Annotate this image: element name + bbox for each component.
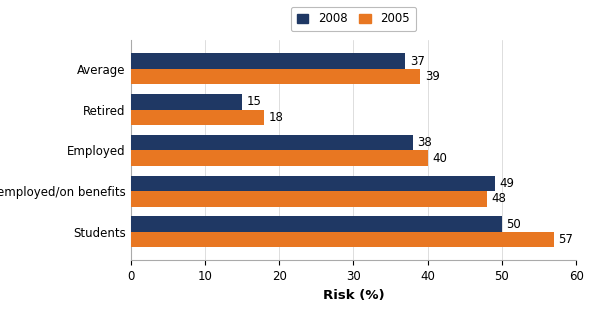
Bar — [131, 94, 242, 110]
Bar — [131, 191, 487, 206]
Text: 57: 57 — [558, 233, 573, 246]
Text: 18: 18 — [268, 111, 284, 124]
Text: 48: 48 — [491, 192, 507, 205]
X-axis label: Risk (%): Risk (%) — [323, 289, 384, 302]
Bar — [131, 69, 420, 84]
Legend: 2008, 2005: 2008, 2005 — [290, 7, 416, 31]
Text: 49: 49 — [499, 177, 514, 190]
Text: 15: 15 — [247, 95, 261, 108]
Text: 40: 40 — [432, 152, 447, 165]
Bar — [131, 135, 413, 150]
Text: 50: 50 — [506, 218, 521, 231]
Bar — [131, 176, 494, 191]
Bar — [131, 150, 428, 166]
Bar — [131, 53, 405, 69]
Bar — [131, 216, 502, 232]
Text: 38: 38 — [417, 136, 432, 149]
Text: 39: 39 — [425, 70, 440, 83]
Text: 37: 37 — [410, 55, 425, 68]
Bar — [131, 110, 264, 125]
Bar — [131, 232, 554, 247]
